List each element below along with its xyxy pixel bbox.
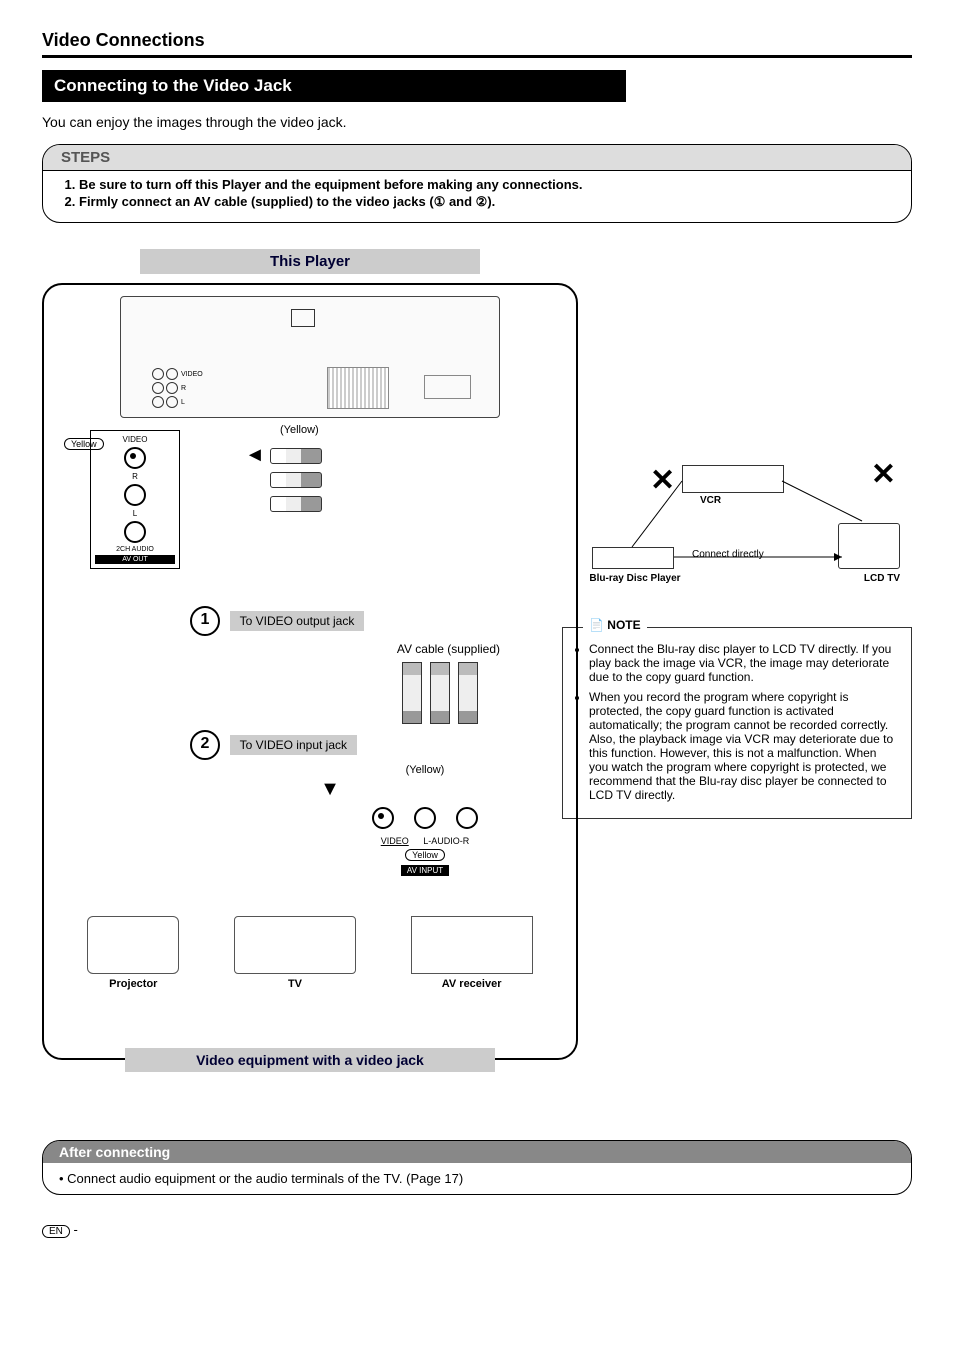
step1-row: 1 To VIDEO output jack xyxy=(190,606,560,636)
tv-icon xyxy=(234,916,356,974)
av-receiver-label: AV receiver xyxy=(411,978,533,990)
video-jack-label: VIDEO xyxy=(95,435,175,444)
x-mark-icon: ✕ xyxy=(871,457,896,492)
vcr-box xyxy=(682,465,784,493)
note-item-1: Connect the Blu-ray disc player to LCD T… xyxy=(589,642,899,684)
vcr-label: VCR xyxy=(700,495,721,506)
ac-slot xyxy=(424,375,471,399)
av-out-panel: VIDEO R L 2CH AUDIO AV OUT xyxy=(90,430,180,569)
step1-badge: 1 xyxy=(190,606,220,636)
vcr-diagram: ✕ ✕ VCR Blu-ray Disc Player LCD TV Conne… xyxy=(562,461,912,611)
subsection-bar: Connecting to the Video Jack xyxy=(42,70,626,102)
twoch-audio-label: 2CH AUDIO xyxy=(95,546,175,553)
note-title: 📄 NOTE xyxy=(583,618,647,632)
step2-label: To VIDEO input jack xyxy=(230,735,357,755)
player-back-panel: VIDEO R L xyxy=(120,296,500,418)
r-in-jack-icon xyxy=(456,807,478,829)
x-mark-icon: ✕ xyxy=(650,463,675,498)
av-input-jacks: VIDEO L-AUDIO-R Yellow AV INPUT xyxy=(290,807,560,876)
yellow-paren-1: (Yellow) xyxy=(280,424,319,436)
after-connecting-body: • Connect audio equipment or the audio t… xyxy=(43,1163,911,1194)
yellow-label-2: Yellow xyxy=(405,849,445,861)
step2-badge: 2 xyxy=(190,730,220,760)
down-arrow-icon: ▼ xyxy=(320,778,340,801)
diagram-footer-bar: Video equipment with a video jack xyxy=(125,1048,495,1072)
vertical-plugs xyxy=(320,662,560,724)
steps-box: STEPS Be sure to turn off this Player an… xyxy=(42,144,912,223)
section-title: Video Connections xyxy=(42,30,912,51)
projector-icon xyxy=(87,916,179,974)
fan-icon xyxy=(327,367,389,409)
r-jack-label: R xyxy=(95,472,175,481)
after-connecting-box: After connecting • Connect audio equipme… xyxy=(42,1140,912,1195)
lcd-tv-label: LCD TV xyxy=(864,573,900,584)
av-out-label: AV OUT xyxy=(95,555,175,564)
l-jack-label: L xyxy=(95,509,175,518)
av-cable-caption: AV cable (supplied) xyxy=(60,642,500,656)
port-cluster: VIDEO R L xyxy=(151,367,203,409)
footer-dash: - xyxy=(74,1222,78,1237)
after-connecting-header: After connecting xyxy=(43,1141,911,1163)
lcd-tv-box xyxy=(838,523,900,569)
diagram-area: This Player VIDEO R L Yellow VIDEO R L 2… xyxy=(42,283,578,1060)
note-item-2: When you record the program where copyri… xyxy=(589,690,899,802)
l-jack-icon xyxy=(124,521,146,543)
r-jack-icon xyxy=(124,484,146,506)
projector-label: Projector xyxy=(87,978,179,990)
yellow-paren-2: (Yellow) xyxy=(290,764,560,776)
steps-body: Be sure to turn off this Player and the … xyxy=(43,171,911,222)
devices-row: Projector TV AV receiver xyxy=(60,916,560,990)
steps-header: STEPS xyxy=(43,145,911,171)
step-item-2: Firmly connect an AV cable (supplied) to… xyxy=(79,194,893,210)
step2-row: 2 To VIDEO input jack xyxy=(190,730,560,760)
ethernet-slot xyxy=(291,309,315,327)
l-in-jack-icon xyxy=(414,807,436,829)
arrow-left-icon: ◄ xyxy=(245,444,265,467)
tv-label: TV xyxy=(234,978,356,990)
note-box: 📄 NOTE Connect the Blu-ray disc player t… xyxy=(562,627,912,819)
bluray-label: Blu-ray Disc Player xyxy=(580,573,690,584)
step1-label: To VIDEO output jack xyxy=(230,611,365,631)
cable-plugs xyxy=(270,440,322,520)
note-title-text: NOTE xyxy=(607,618,640,632)
av-receiver-icon xyxy=(411,916,533,974)
l-audio-r-label: L-AUDIO-R xyxy=(423,836,469,846)
right-column: ✕ ✕ VCR Blu-ray Disc Player LCD TV Conne… xyxy=(562,461,912,819)
step-item-1: Be sure to turn off this Player and the … xyxy=(79,177,893,192)
language-badge: EN xyxy=(42,1225,70,1238)
connect-directly-label: Connect directly xyxy=(692,549,764,560)
av-input-label: AV INPUT xyxy=(401,865,449,876)
intro-text: You can enjoy the images through the vid… xyxy=(42,114,912,130)
section-rule xyxy=(42,55,912,58)
video-under-label: VIDEO xyxy=(381,836,409,846)
after-connecting-bullet: Connect audio equipment or the audio ter… xyxy=(67,1171,463,1186)
video-in-jack-icon xyxy=(372,807,394,829)
video-jack-icon xyxy=(124,447,146,469)
bluray-box xyxy=(592,547,674,569)
player-label-bar: This Player xyxy=(140,249,480,274)
